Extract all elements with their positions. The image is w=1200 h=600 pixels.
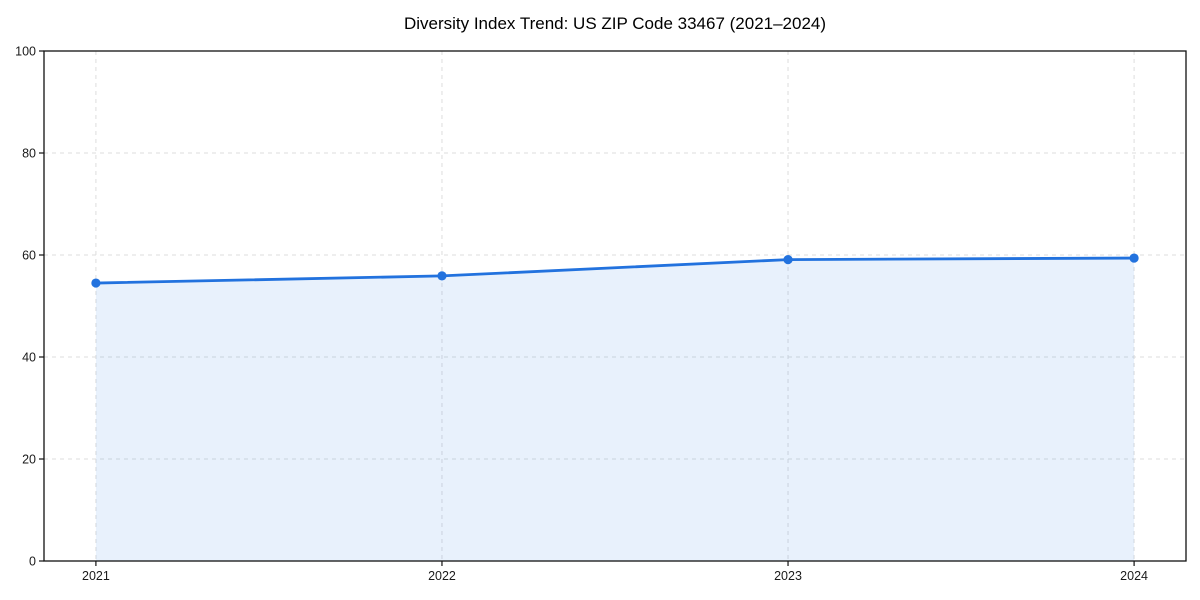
y-tick-label: 60 xyxy=(22,249,36,263)
y-tick-label: 80 xyxy=(22,147,36,161)
plot-border xyxy=(43,50,1187,562)
y-tick-label: 20 xyxy=(22,453,36,467)
chart-title: Diversity Index Trend: US ZIP Code 33467… xyxy=(403,14,827,33)
x-tick-label: 2021 xyxy=(82,569,110,583)
area-fill xyxy=(95,258,1135,561)
y-tick-label: 0 xyxy=(29,555,36,569)
y-tick-label: 40 xyxy=(22,351,36,365)
y-tick-label: 100 xyxy=(15,45,36,59)
x-tick-label: 2023 xyxy=(774,569,802,583)
data-point-marker xyxy=(437,271,447,281)
data-point-marker xyxy=(783,254,793,265)
trend-line xyxy=(94,256,1136,285)
data-point-marker xyxy=(1129,253,1139,263)
x-tick-label: 2022 xyxy=(428,569,456,583)
data-point-marker xyxy=(91,278,101,288)
x-tick-label: 2024 xyxy=(1120,569,1148,583)
